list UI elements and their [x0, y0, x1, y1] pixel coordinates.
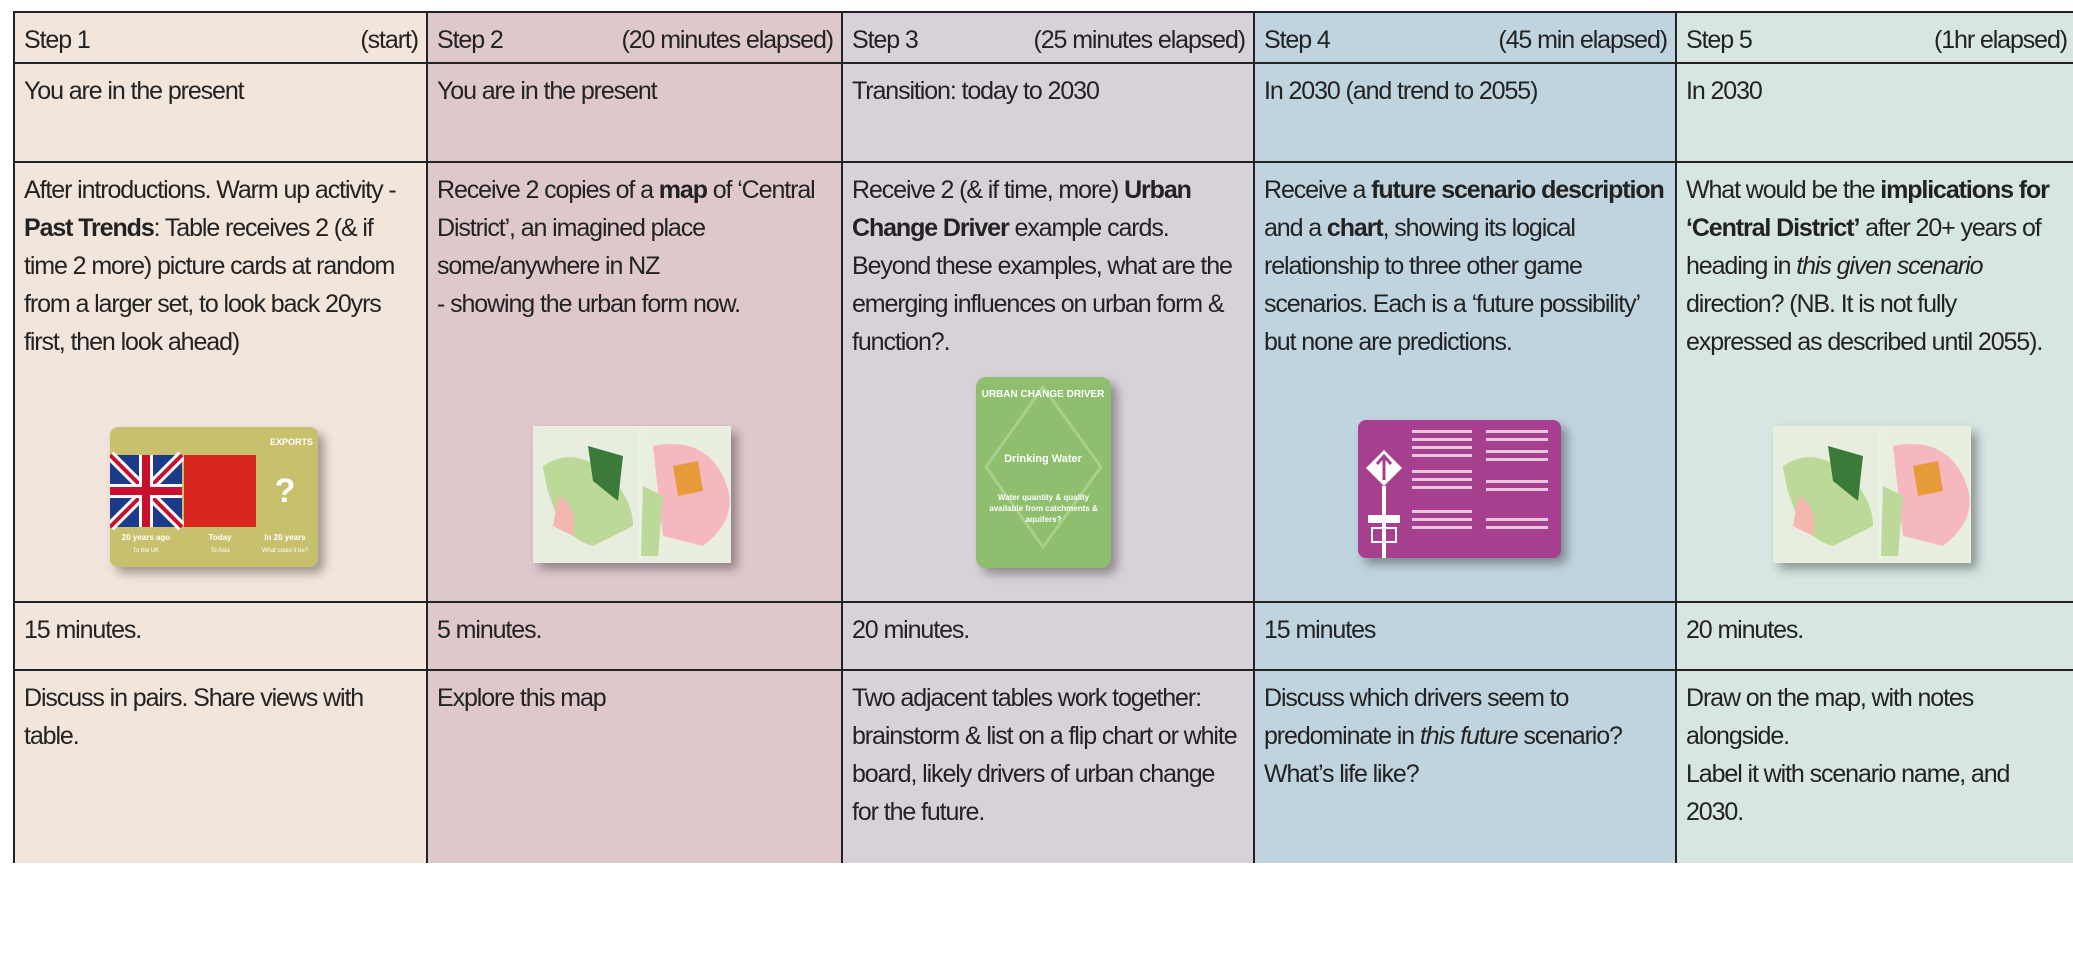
card-sublabel: To the UK	[133, 548, 159, 554]
text-run: future scenario description	[1371, 176, 1665, 204]
text-run: Urban Change Driver	[852, 176, 1192, 242]
card-label: 20 years ago	[122, 533, 171, 542]
activity-cell: Explore this map	[428, 669, 841, 969]
stage-text: You are in the present	[24, 77, 245, 105]
card-label: Today	[209, 533, 233, 542]
description-text: What would be the implications for ‘Cent…	[1686, 171, 2067, 361]
map-image	[533, 426, 731, 563]
activity-cell: Draw on the map, with notes alongside. L…	[1677, 669, 2073, 969]
text-run: Explore this map	[437, 684, 607, 712]
description-text: Receive 2 (& if time, more) Urban Change…	[852, 171, 1245, 361]
step-column: Step 1 (start) You are in the present After…	[13, 11, 426, 863]
activity-cell: Discuss which drivers seem to predominat…	[1255, 669, 1675, 969]
text-run: example cards. Beyond these examples, wh…	[852, 214, 1233, 356]
card-sublabel: To Asia	[210, 548, 230, 554]
text-run: Draw on the map, with notes alongside. L…	[1686, 684, 2010, 826]
duration-text: 5 minutes.	[437, 616, 542, 644]
duration-cell: 20 minutes.	[843, 601, 1253, 669]
step-label: Step 4	[1264, 26, 1331, 54]
text-run: Past Trends	[24, 214, 155, 242]
header-cell: Step 1 (start)	[15, 11, 426, 62]
card-title: Drinking Water	[1004, 453, 1083, 465]
card-heading: URBAN CHANGE DRIVER	[982, 389, 1106, 400]
description-cell: Receive 2 copies of a map of ‘Central Di…	[428, 161, 841, 601]
duration-cell: 15 minutes.	[15, 601, 426, 669]
description-text: After introductions. Warm up activity - …	[24, 171, 418, 361]
card-mark: ?	[275, 472, 296, 510]
stage-cell: You are in the present	[15, 62, 426, 161]
step-label: Step 2	[437, 26, 504, 54]
text-run: , showing its logical relationship to th…	[1264, 214, 1640, 356]
header-cell: Step 5 (1hr elapsed)	[1677, 11, 2073, 62]
text-run: of ‘Central District’, an imagined place…	[437, 176, 816, 318]
description-cell: What would be the implications for ‘Cent…	[1677, 161, 2073, 601]
duration-cell: 5 minutes.	[428, 601, 841, 669]
step-label: Step 3	[852, 26, 919, 54]
text-run: : Table receives 2 (& if time 2 more) pi…	[24, 214, 395, 356]
elapsed-label: (20 minutes elapsed)	[621, 26, 835, 54]
header-cell: Step 4 (45 min elapsed)	[1255, 11, 1675, 62]
duration-cell: 15 minutes	[1255, 601, 1675, 669]
elapsed-label: (45 min elapsed)	[1498, 26, 1668, 54]
text-run: Discuss which drivers seem to predominat…	[1264, 684, 1569, 750]
text-run: What would be the	[1686, 176, 1881, 204]
activity-text: Draw on the map, with notes alongside. L…	[1686, 679, 2067, 831]
step-label: Step 1	[24, 26, 91, 54]
text-run: this given scenario	[1796, 252, 1983, 280]
text-run: Discuss in pairs. Share views with table…	[24, 684, 364, 750]
card-sublabel: What could it be?	[262, 548, 309, 554]
stage-text: In 2030 (and trend to 2055)	[1264, 77, 1538, 105]
activity-cell: Discuss in pairs. Share views with table…	[15, 669, 426, 969]
activity-cell: Two adjacent tables work together: brain…	[843, 669, 1253, 969]
text-run: direction? (NB. It is not fully expresse…	[1686, 290, 2043, 356]
stage-text: In 2030	[1686, 77, 1763, 105]
description-cell: After introductions. Warm up activity - …	[15, 161, 426, 601]
duration-text: 15 minutes	[1264, 616, 1376, 644]
text-run: after 20+ years of heading in	[1686, 214, 2042, 280]
text-run: Receive 2 copies of a	[437, 176, 659, 204]
text-run: scenario? What’s life like?	[1264, 722, 1623, 788]
elapsed-label: (25 minutes elapsed)	[1033, 26, 1247, 54]
text-run: Two adjacent tables work together: brain…	[852, 684, 1238, 826]
stage-cell: Transition: today to 2030	[843, 62, 1253, 161]
text-run: chart	[1326, 214, 1384, 242]
stage-cell: In 2030	[1677, 62, 2073, 161]
text-run: After introductions. Warm up activity -	[24, 176, 397, 204]
step-label: Step 5	[1686, 26, 1753, 54]
text-run: map	[658, 176, 708, 204]
activity-text: Discuss which drivers seem to predominat…	[1264, 679, 1667, 793]
elapsed-label: (start)	[360, 26, 419, 54]
description-cell: Receive a future scenario description an…	[1255, 161, 1675, 601]
header-cell: Step 2 (20 minutes elapsed)	[428, 11, 841, 62]
description-text: Receive 2 copies of a map of ‘Central Di…	[437, 171, 833, 323]
text-run: this future	[1419, 722, 1519, 750]
driver-card: URBAN CHANGE DRIVER Drinking Water Water…	[976, 377, 1111, 568]
elapsed-label: (1hr elapsed)	[1933, 26, 2068, 54]
card-label: In 20 years	[264, 533, 306, 542]
text-run: implications for ‘Central District’	[1686, 176, 2050, 242]
stage-cell: You are in the present	[428, 62, 841, 161]
text-run: and a	[1264, 214, 1327, 242]
stage-cell: In 2030 (and trend to 2055)	[1255, 62, 1675, 161]
activity-text: Two adjacent tables work together: brain…	[852, 679, 1245, 831]
duration-text: 15 minutes.	[24, 616, 142, 644]
card-heading: EXPORTS	[270, 437, 313, 447]
description-text: Receive a future scenario description an…	[1264, 171, 1667, 361]
exports-card: EXPORTS ? 20 years ago Today In 20 years…	[110, 427, 318, 567]
text-run: Receive a	[1264, 176, 1372, 204]
stage-text: Transition: today to 2030	[852, 77, 1100, 105]
text-run: Receive 2 (& if time, more)	[852, 176, 1125, 204]
map-image	[1773, 426, 1971, 563]
description-cell: Receive 2 (& if time, more) Urban Change…	[843, 161, 1253, 601]
duration-cell: 20 minutes.	[1677, 601, 2073, 669]
header-cell: Step 3 (25 minutes elapsed)	[843, 11, 1253, 62]
card-question: Water quantity & quality available from …	[989, 493, 1098, 524]
stage-text: You are in the present	[437, 77, 658, 105]
activity-text: Discuss in pairs. Share views with table…	[24, 679, 418, 755]
activity-text: Explore this map	[437, 679, 833, 717]
duration-text: 20 minutes.	[852, 616, 970, 644]
scenario-card	[1358, 420, 1561, 558]
duration-text: 20 minutes.	[1686, 616, 1804, 644]
